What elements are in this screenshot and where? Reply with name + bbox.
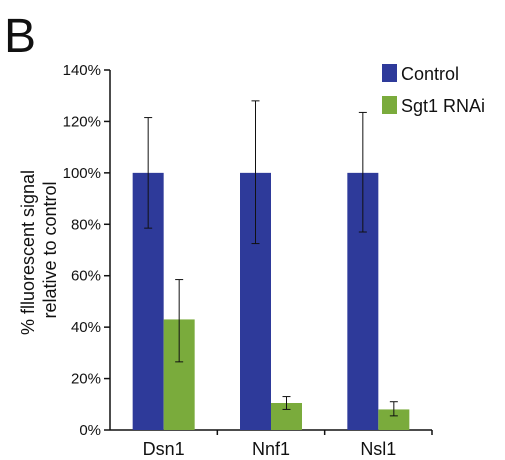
y-axis-label-line-1: % flluorescent signal (18, 170, 38, 335)
panel-label: B (4, 10, 36, 63)
legend-swatch (382, 96, 397, 114)
x-tick-label: Dsn1 (143, 439, 185, 459)
y-tick-label: 20% (71, 371, 101, 388)
legend-label: Control (401, 64, 459, 84)
y-tick-label: 0% (79, 422, 101, 439)
y-axis-label: % flluorescent signal relative to contro… (18, 165, 60, 335)
legend-label: Sgt1 RNAi (401, 96, 485, 116)
y-tick-label: 80% (71, 216, 101, 233)
y-tick-label: 60% (71, 268, 101, 285)
bar (378, 409, 410, 430)
y-tick-label: 40% (71, 319, 101, 336)
axes: 0% 20% 40% 60% 80% 100% 120% 140% Dsn1 Nnf1 Nsl1 (63, 62, 433, 459)
y-tick-label: 120% (63, 113, 101, 130)
y-tick-label: 140% (63, 62, 101, 79)
error-bars (144, 100, 398, 417)
y-tick-label: 100% (63, 165, 101, 182)
x-tick-label: Nsl1 (360, 439, 396, 459)
legend: Control Sgt1 RNAi (382, 64, 485, 116)
y-axis-label-line-2: relative to control (40, 181, 60, 318)
x-tick-label: Nnf1 (252, 439, 290, 459)
legend-swatch (382, 64, 397, 82)
bars (132, 172, 410, 430)
